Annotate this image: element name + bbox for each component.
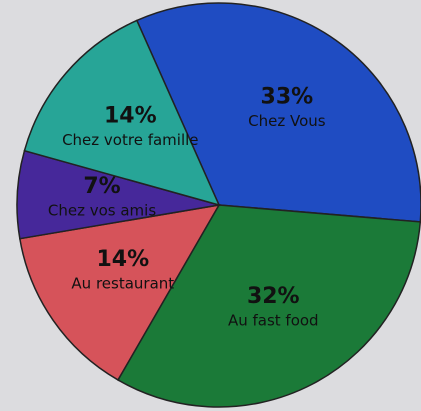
slice-value-label: 7%: [83, 174, 120, 199]
slice-category-label: Au fast food: [228, 311, 319, 329]
slice-category-label: Chez vos amis: [48, 201, 156, 219]
pie-slice: [18, 203, 221, 381]
slice-category-label: Au restaurant: [71, 274, 174, 292]
slice-category-label: Chez votre famille: [62, 131, 198, 149]
slice-category-label: Chez Vous: [248, 112, 326, 130]
pie-slice: [23, 19, 221, 207]
slice-value-label: 33%: [261, 84, 314, 109]
pie-slice: [135, 2, 421, 223]
slice-value-label: 32%: [247, 284, 300, 309]
pie-slice: [116, 204, 421, 408]
slice-value-label: 14%: [96, 247, 149, 272]
slice-value-label: 14%: [104, 103, 157, 128]
